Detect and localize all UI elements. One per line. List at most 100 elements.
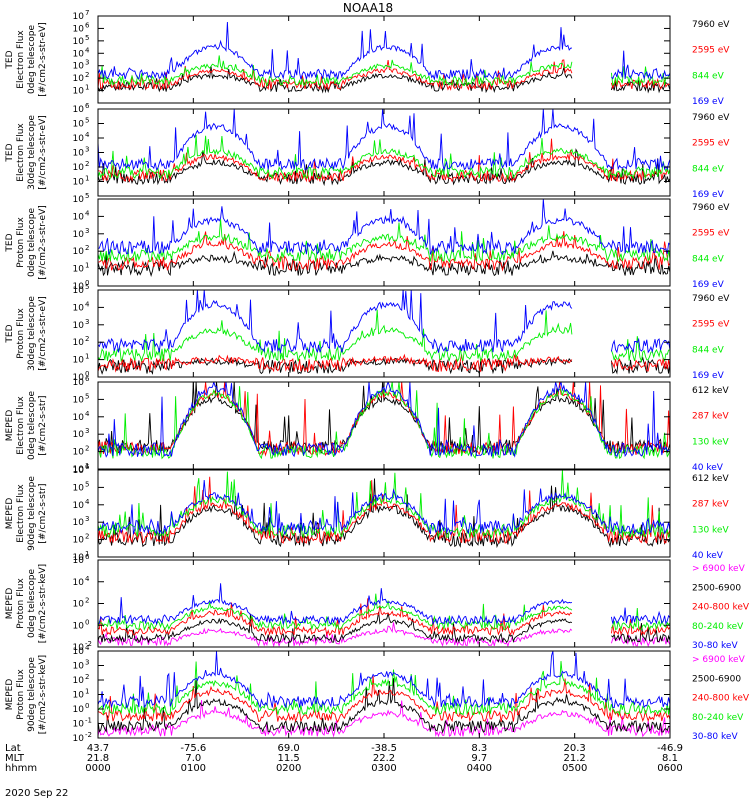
legend-item: 2595 eV — [692, 139, 730, 149]
legend-item: 2595 eV — [692, 46, 730, 56]
y-axis-label-line: TED — [5, 233, 15, 252]
y-axis-label-line: [#/cm2-s-str-eV] — [38, 296, 48, 371]
x-tick-label: 7.0 — [185, 753, 201, 764]
x-tick-label: 0000 — [85, 763, 110, 774]
series-line-red — [98, 382, 670, 457]
y-tick-exponent: 4 — [85, 644, 90, 652]
y-tick-label: 10 — [73, 643, 85, 653]
legend-item: 612 keV — [692, 386, 729, 396]
y-tick-exponent: 5 — [85, 392, 89, 400]
y-tick-label: 10 — [73, 212, 85, 222]
legend-item: 7960 eV — [692, 203, 730, 213]
series-line-green — [98, 309, 670, 363]
legend-item: 844 eV — [692, 164, 725, 174]
series-line-black — [98, 678, 670, 734]
y-tick-exponent: -2 — [85, 731, 92, 739]
y-tick-exponent: 6 — [85, 102, 90, 110]
y-tick-label: 10 — [73, 286, 85, 296]
series-line-blue — [98, 382, 670, 458]
y-tick-exponent: 5 — [85, 34, 89, 42]
y-tick-label: 10 — [73, 247, 85, 257]
x-tick-label: 8.1 — [662, 753, 678, 764]
legend-item: 2500-6900 — [692, 583, 741, 593]
legend-item: 130 keV — [692, 525, 729, 535]
x-row-label: Lat — [5, 743, 21, 754]
y-tick-label: 10 — [73, 37, 85, 47]
y-axis-label-line: [#/cm2-s-str-eV] — [38, 115, 48, 190]
y-tick-exponent: 2 — [85, 597, 89, 605]
x-tick-label: -75.6 — [180, 743, 206, 754]
legend-item: 130 keV — [692, 437, 729, 447]
y-tick-exponent: 1 — [85, 688, 89, 696]
y-tick-label: 10 — [73, 338, 85, 348]
series-group — [98, 382, 670, 460]
y-axis-label-line: [#/cm2-s-str-keV] — [38, 564, 48, 643]
series-group — [98, 199, 670, 277]
series-line-black — [98, 148, 670, 187]
y-tick-exponent: 4 — [85, 131, 90, 139]
series-group — [98, 21, 670, 94]
legend-item: 40 keV — [692, 463, 724, 473]
y-tick-label: 10 — [73, 178, 85, 188]
series-line-black — [98, 65, 670, 94]
y-tick-label: 10 — [73, 62, 85, 72]
y-tick-label: 10 — [73, 105, 85, 115]
y-axis-label-line: Electron Flux — [16, 484, 26, 543]
series-line-red — [98, 476, 670, 545]
y-axis-label-line: MEPED — [5, 679, 15, 711]
series-line-green — [98, 382, 670, 460]
y-axis-label-line: 30deg telescope — [27, 296, 37, 371]
y-tick-exponent: 0 — [85, 702, 89, 710]
series-line-green — [98, 134, 670, 180]
y-axis-label-line: Proton Flux — [16, 669, 26, 720]
y-tick-exponent: 4 — [85, 46, 90, 54]
y-tick-label: 10 — [73, 24, 85, 34]
legend-item: 40 keV — [692, 551, 724, 561]
series-line-green — [98, 219, 670, 263]
y-tick-exponent: 4 — [85, 498, 90, 506]
y-tick-label: 10 — [73, 676, 85, 686]
legend-item: 169 eV — [692, 190, 725, 200]
x-row-label: MLT — [5, 753, 25, 764]
y-axis-label-line: MEPED — [5, 498, 15, 530]
y-tick-exponent: 1 — [85, 353, 89, 361]
y-tick-exponent: 5 — [85, 283, 89, 291]
x-tick-label: 21.2 — [564, 753, 586, 764]
legend-item: 2500-6900 — [692, 674, 741, 684]
x-tick-label: 0600 — [657, 763, 682, 774]
y-tick-label: 10 — [73, 465, 85, 475]
y-axis-label-line: 0deg telescope — [27, 569, 37, 639]
series-line-blue — [98, 21, 670, 81]
x-tick-label: -46.9 — [657, 743, 683, 754]
y-tick-exponent: 5 — [85, 117, 89, 125]
x-axis-annotation: LatMLThhmm43.721.80000-75.67.0010069.011… — [5, 16, 683, 774]
legend-item: 2595 eV — [692, 320, 730, 330]
series-line-red — [98, 138, 670, 183]
legend-item: 287 keV — [692, 412, 729, 422]
y-axis-label-line: 0deg telescope — [27, 391, 37, 461]
y-tick-label: 10 — [73, 282, 85, 292]
x-tick-label: 0400 — [467, 763, 492, 774]
y-tick-label: 10 — [73, 149, 85, 159]
y-tick-exponent: 3 — [85, 318, 89, 326]
legend-item: 844 eV — [692, 345, 725, 355]
legend-item: 844 eV — [692, 71, 725, 81]
y-axis-label-line: 90deg telescope — [27, 476, 37, 551]
series-group — [98, 470, 670, 549]
y-tick-exponent: 6 — [85, 375, 90, 383]
y-tick-label: 10 — [73, 466, 85, 476]
series-line-blue — [98, 479, 670, 536]
y-tick-exponent: 4 — [85, 209, 90, 217]
legend-item: 7960 eV — [692, 20, 730, 30]
y-tick-label: 10 — [73, 321, 85, 331]
series-line-blue — [98, 651, 670, 709]
y-tick-exponent: 2 — [85, 445, 89, 453]
y-tick-exponent: 4 — [85, 410, 90, 418]
panel-frame — [97, 650, 671, 739]
y-axis-label-line: [#/cm2-s-str] — [38, 395, 48, 455]
